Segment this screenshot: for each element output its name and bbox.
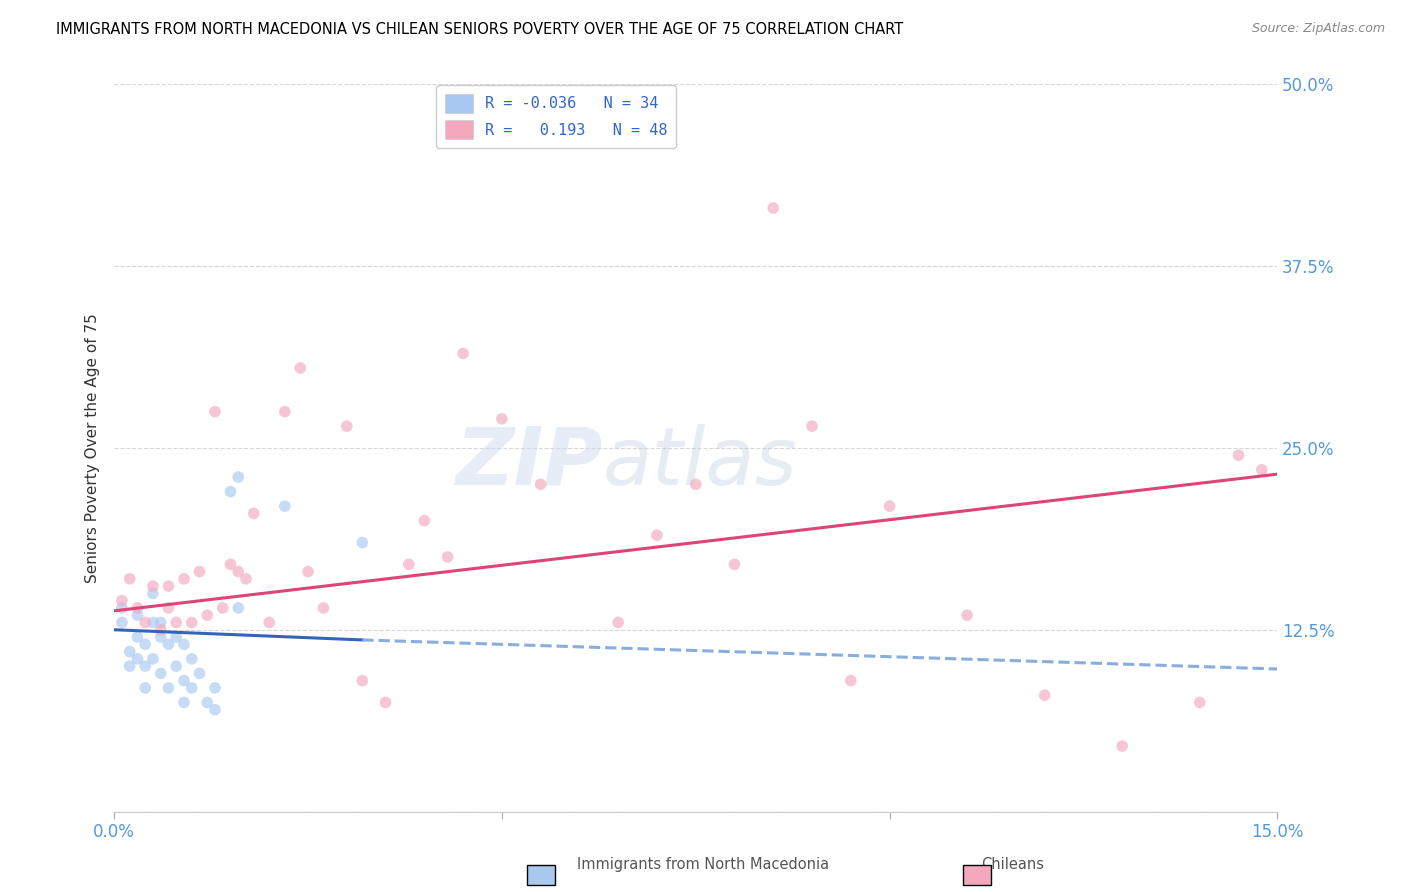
Point <box>297 565 319 579</box>
Text: ZIP: ZIP <box>456 424 603 501</box>
Point <box>211 601 233 615</box>
Point <box>127 601 149 615</box>
Point <box>118 659 141 673</box>
Point <box>956 608 979 623</box>
Point <box>219 558 242 572</box>
Point <box>149 623 172 637</box>
Point <box>180 652 202 666</box>
Point <box>134 681 156 695</box>
Point <box>1250 463 1272 477</box>
Point <box>352 673 374 688</box>
Point <box>451 346 474 360</box>
Point <box>142 586 165 600</box>
Point <box>352 535 374 549</box>
Point <box>149 615 172 630</box>
Point <box>274 499 297 513</box>
Point <box>685 477 707 491</box>
Point <box>226 601 249 615</box>
Point <box>219 484 242 499</box>
Point <box>274 404 297 418</box>
Point <box>127 652 149 666</box>
Point <box>839 673 862 688</box>
Point <box>173 696 195 710</box>
Point <box>1227 448 1250 462</box>
Point <box>645 528 668 542</box>
Point <box>879 499 901 513</box>
Point <box>134 637 156 651</box>
Point <box>226 470 249 484</box>
Point <box>127 630 149 644</box>
Point <box>118 644 141 658</box>
Text: Immigrants from North Macedonia: Immigrants from North Macedonia <box>576 857 830 872</box>
Point <box>157 681 180 695</box>
Point <box>157 579 180 593</box>
Point <box>165 630 187 644</box>
Point <box>1033 688 1056 702</box>
Point <box>398 558 420 572</box>
Point <box>195 608 218 623</box>
Point <box>188 565 211 579</box>
Point <box>491 412 513 426</box>
Point <box>157 601 180 615</box>
Point <box>374 696 396 710</box>
Point <box>204 703 226 717</box>
Point <box>173 673 195 688</box>
Point <box>204 404 226 418</box>
Point <box>312 601 335 615</box>
Text: Source: ZipAtlas.com: Source: ZipAtlas.com <box>1251 22 1385 36</box>
Point <box>723 558 745 572</box>
Legend: R = -0.036   N = 34, R =   0.193   N = 48: R = -0.036 N = 34, R = 0.193 N = 48 <box>436 85 676 148</box>
Point <box>259 615 281 630</box>
Point <box>530 477 553 491</box>
Point <box>134 615 156 630</box>
Point <box>336 419 359 434</box>
Point <box>180 681 202 695</box>
Point <box>204 681 226 695</box>
Point <box>111 601 134 615</box>
Point <box>142 579 165 593</box>
Point <box>165 615 187 630</box>
Point <box>195 696 218 710</box>
Point <box>173 572 195 586</box>
Point <box>1188 696 1211 710</box>
Point <box>118 572 141 586</box>
Y-axis label: Seniors Poverty Over the Age of 75: Seniors Poverty Over the Age of 75 <box>86 313 100 582</box>
Point <box>188 666 211 681</box>
Point <box>142 615 165 630</box>
Point <box>165 659 187 673</box>
Point <box>762 201 785 215</box>
Point <box>149 630 172 644</box>
Point <box>801 419 824 434</box>
Point <box>134 659 156 673</box>
Point <box>142 652 165 666</box>
Point <box>111 593 134 607</box>
Point <box>111 615 134 630</box>
Text: atlas: atlas <box>603 424 797 501</box>
Point <box>235 572 257 586</box>
Point <box>226 565 249 579</box>
Point <box>127 608 149 623</box>
Point <box>413 514 436 528</box>
Point <box>157 637 180 651</box>
Text: IMMIGRANTS FROM NORTH MACEDONIA VS CHILEAN SENIORS POVERTY OVER THE AGE OF 75 CO: IMMIGRANTS FROM NORTH MACEDONIA VS CHILE… <box>56 22 904 37</box>
Point <box>1111 739 1133 753</box>
Point <box>290 361 312 376</box>
Point <box>242 507 264 521</box>
Point <box>173 637 195 651</box>
Point <box>149 666 172 681</box>
Point <box>607 615 630 630</box>
Point <box>180 615 202 630</box>
Point <box>436 549 458 564</box>
Text: Chileans: Chileans <box>981 857 1043 872</box>
